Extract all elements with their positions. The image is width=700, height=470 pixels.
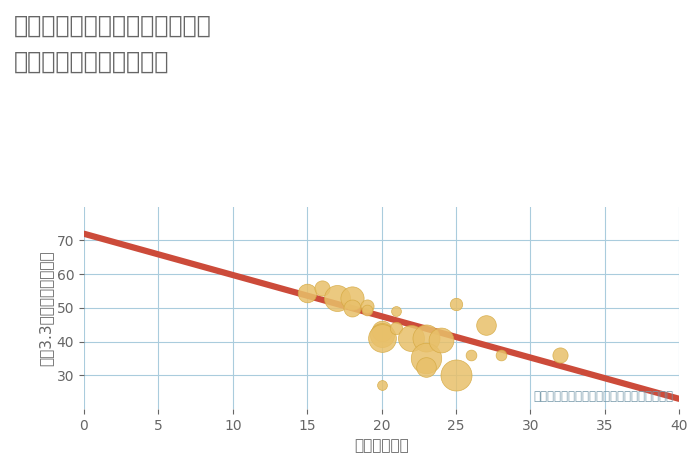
Point (376, 335, 387, 342)
Point (346, 294, 357, 302)
Point (435, 336, 447, 344)
Point (480, 321, 491, 329)
Point (465, 351, 476, 359)
Point (421, 335, 432, 342)
Point (554, 351, 566, 359)
Text: 円の大きさは、取引のあった物件面積を示す: 円の大きさは、取引のあった物件面積を示す (533, 390, 673, 403)
Point (495, 351, 506, 359)
Point (406, 335, 417, 342)
Point (361, 306, 372, 313)
Point (376, 382, 387, 389)
Point (421, 363, 432, 370)
Point (376, 331, 387, 338)
Point (450, 301, 461, 308)
Point (331, 294, 342, 302)
X-axis label: 築年数（年）: 築年数（年） (354, 438, 409, 453)
Point (316, 284, 328, 291)
Point (450, 371, 461, 379)
Point (302, 289, 313, 297)
Point (391, 307, 402, 315)
Point (376, 328, 387, 335)
Point (421, 354, 432, 362)
Point (346, 304, 357, 312)
Point (361, 302, 372, 310)
Y-axis label: 坪（3.3㎡）単価（万円）: 坪（3.3㎡）単価（万円） (39, 250, 54, 366)
Point (391, 324, 402, 332)
Text: 千葉県千葉市花見川区横戸台の
築年数別中古戸建て価格: 千葉県千葉市花見川区横戸台の 築年数別中古戸建て価格 (14, 14, 211, 73)
